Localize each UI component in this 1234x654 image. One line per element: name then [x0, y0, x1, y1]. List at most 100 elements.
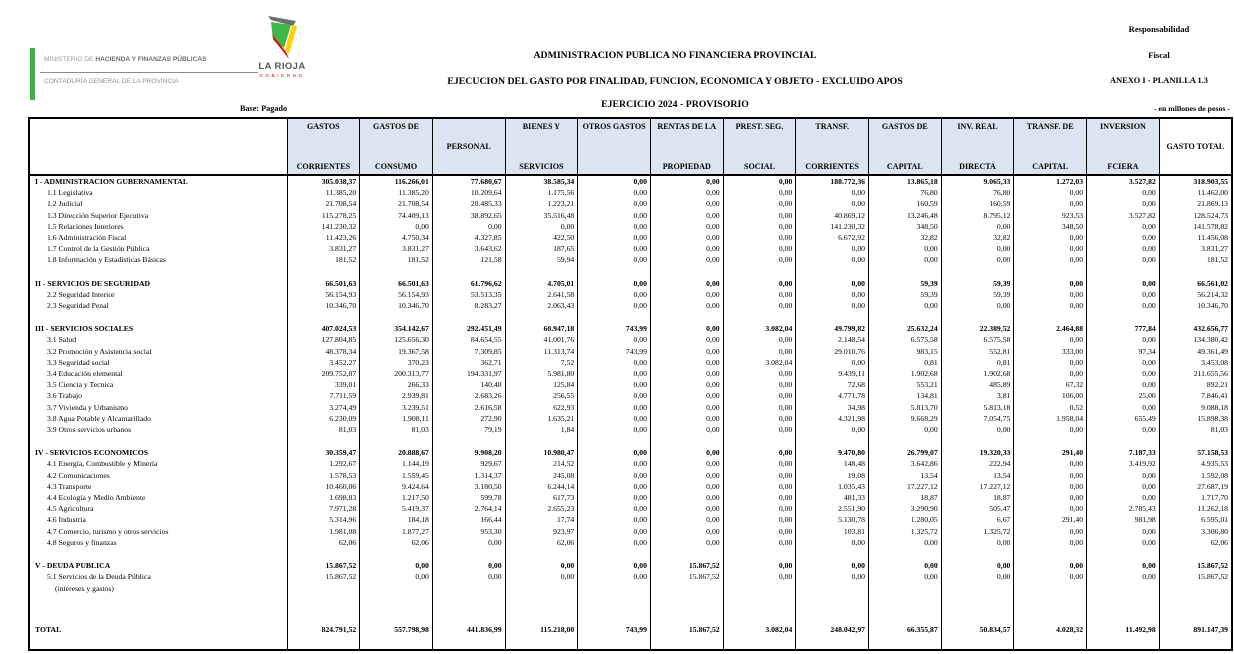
cell-value: 56.214,32 [1158, 288, 1233, 301]
cell-value [1013, 548, 1088, 561]
cell-value: 1.635,21 [504, 412, 579, 425]
cell-value: 22.389,52 [940, 323, 1015, 335]
cell-value: 557.798,98 [359, 623, 433, 635]
cell-value: 0,00 [1086, 401, 1160, 413]
cell-value: 125.656,30 [359, 334, 433, 346]
cell-value: 29.010,76 [795, 345, 869, 357]
table-row: 4.7 Comercio, turismo y otros servicios 1… [28, 525, 1233, 537]
cell-value [722, 593, 797, 624]
cell-value: 0,00 [722, 175, 797, 188]
cell-value: 0,00 [940, 243, 1015, 255]
cell-value: 5.314,96 [286, 514, 361, 526]
cell-value: 0,00 [1013, 334, 1088, 346]
cell-value [940, 593, 1015, 624]
cell-value: 0,00 [504, 220, 579, 233]
cell-value: 0,00 [649, 514, 724, 526]
cell-value: 7.187,33 [1086, 447, 1160, 459]
cell-value: 9.088,18 [1158, 401, 1233, 413]
spacer-row [28, 265, 1233, 278]
cell-value: 0,00 [1086, 254, 1160, 266]
row-label: V - DEUDA PUBLICA [28, 560, 288, 572]
cell-value [577, 311, 651, 324]
logo-subtitle: GOBIERNO [259, 73, 305, 78]
table-row: 1.2 Judicial 21.708,54 21.708,54 20.485,33 1… [28, 198, 1233, 210]
cell-value: 2.148,54 [795, 334, 869, 346]
cell-value: 0,00 [722, 424, 797, 436]
cell-value: 0,00 [649, 220, 724, 233]
cell-value: 214,52 [504, 458, 579, 470]
cell-value: 66.561,02 [1158, 277, 1233, 289]
cell-value: 0,00 [722, 447, 797, 459]
cell-value: 0,00 [1013, 277, 1088, 289]
cell-value: 0,00 [577, 536, 651, 549]
cell-value: 272,90 [431, 412, 506, 425]
cell-value: 481,33 [795, 492, 869, 504]
cell-value: 362,71 [431, 356, 506, 369]
row-label: 3.1 Salud [28, 334, 288, 346]
cell-value: 0,00 [577, 198, 651, 210]
annex-line1: Responsabilidad [1128, 24, 1190, 34]
cell-value: 248.042,97 [795, 623, 869, 635]
cell-value: 0,00 [1086, 525, 1160, 537]
cell-value [649, 582, 724, 594]
cell-value [577, 435, 651, 448]
cell-value: 0,00 [577, 412, 651, 425]
cell-value: 0,00 [577, 277, 651, 289]
cell-value [504, 582, 579, 594]
cell-value: 0,00 [1086, 300, 1160, 312]
cell-value: 0,00 [1013, 571, 1088, 583]
column-header: GASTOS DE CONSUMO [359, 117, 433, 176]
cell-value: 81,03 [359, 424, 433, 436]
cell-value: 15.867,52 [1158, 560, 1233, 572]
report-title-line2: EJECUCION DEL GASTO POR FINALIDAD, FUNCI… [447, 76, 903, 87]
cell-value: 0,00 [1013, 525, 1088, 537]
cell-value: 0,00 [795, 560, 869, 572]
cell-value: 0,00 [649, 232, 724, 244]
cell-value: 59,39 [940, 277, 1015, 289]
table-row: 3.8 Agua Potable y Alcantarillado 6.230,0… [28, 412, 1233, 425]
cell-value: 194.331,97 [431, 368, 506, 380]
cell-value: 432.656,77 [1158, 323, 1233, 335]
cell-value: 0,00 [795, 571, 869, 583]
table-row: 3.5 Ciencia y Tecnica 339,01 266,33 140,48 1… [28, 379, 1233, 391]
cell-value: 824.791,52 [286, 623, 361, 635]
ministry-accent-bar [30, 48, 35, 100]
cell-value: 0,00 [577, 209, 651, 221]
cell-value: 3,81 [940, 390, 1015, 402]
cell-value [868, 435, 942, 448]
cell-value: 333,00 [1013, 345, 1088, 357]
cell-value: 9.668,29 [868, 412, 942, 425]
cell-value: 291,40 [1013, 514, 1088, 526]
row-label: 1.3 Dirección Superior Ejecutiva [28, 209, 288, 221]
table-row: 3.1 Salud 127.804,85 125.656,30 84.654,55 41… [28, 334, 1233, 346]
cell-value [359, 582, 433, 594]
cell-value: 15.867,52 [286, 571, 361, 583]
cell-value: 0,81 [940, 356, 1015, 369]
cell-value: 6.244,14 [504, 480, 579, 493]
ministry-name: MINISTERIO DE HACIENDA Y FINANZAS PÚBLIC… [44, 56, 207, 63]
cell-value: 32,82 [868, 232, 942, 244]
cell-value [504, 634, 579, 650]
column-header: OTROS GASTOS [577, 117, 651, 176]
cell-value: 485,89 [940, 379, 1015, 391]
cell-value: 0,00 [940, 536, 1015, 549]
row-label: IV - SERVICIOS ECONOMICOS [28, 447, 288, 459]
cell-value: 134,81 [868, 390, 942, 402]
cell-value: 0,00 [649, 300, 724, 312]
cell-value: 38.585,34 [504, 175, 579, 188]
cell-value: 0,00 [1086, 288, 1160, 301]
cell-value [504, 311, 579, 324]
annex-line2: Fiscal [1148, 50, 1170, 60]
cell-value: 0,00 [1086, 356, 1160, 369]
cell-value [359, 634, 433, 650]
cell-value [1158, 435, 1233, 448]
cell-value: 5.813,70 [868, 401, 942, 413]
cell-value: 1.292,67 [286, 458, 361, 470]
cell-value: 0,00 [577, 503, 651, 515]
row-label: 4.7 Comercio, turismo y otros servicios [28, 525, 288, 537]
cell-value [1013, 311, 1088, 324]
cell-value: 0,00 [1086, 379, 1160, 391]
table-body: I - ADMINISTRACION GUBERNAMENTAL 305.038,… [28, 175, 1233, 650]
cell-value: 10.980,47 [504, 447, 579, 459]
cell-value [1013, 634, 1088, 650]
